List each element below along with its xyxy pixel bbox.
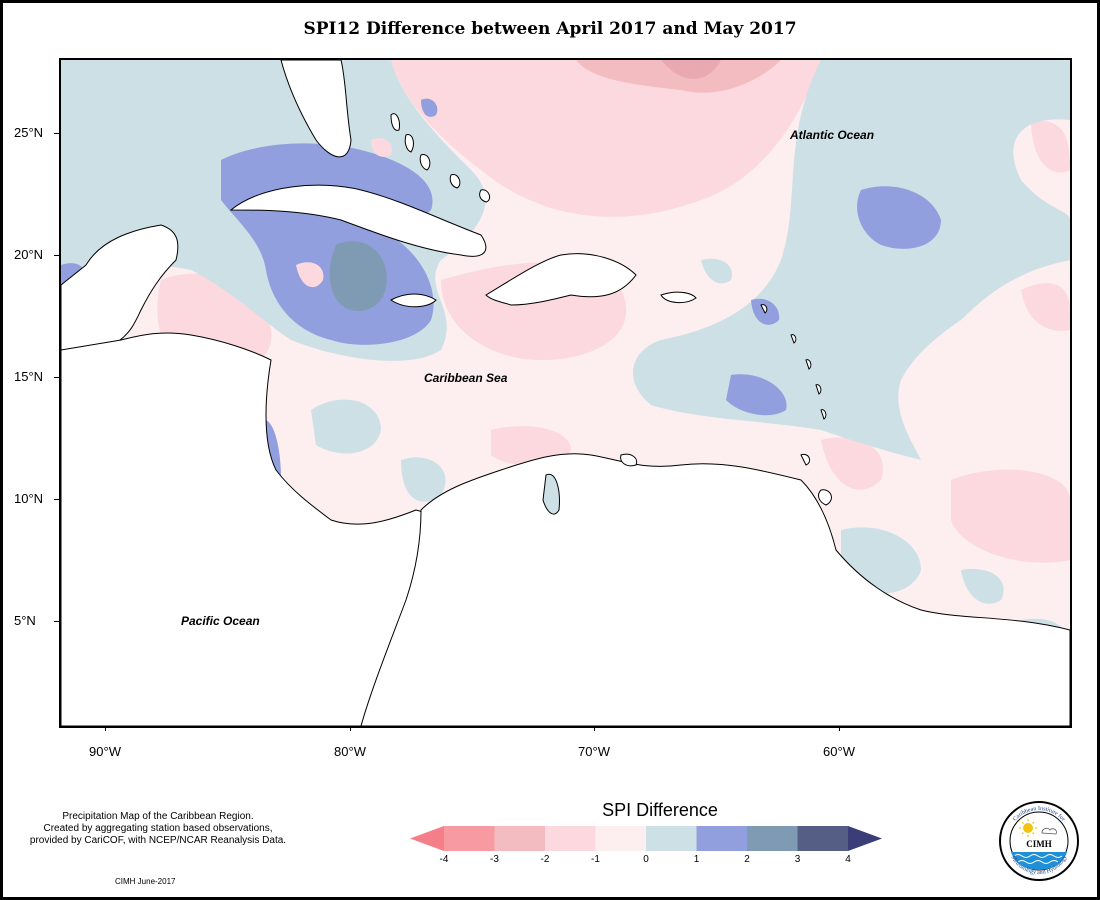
pacific-ocean-label: Pacific Ocean: [181, 614, 260, 628]
atlantic-ocean-label: Atlantic Ocean: [790, 128, 875, 142]
lon-tick-90: [105, 726, 106, 731]
lat-label-10: 10°N: [14, 491, 44, 506]
lat-tick-15: [54, 377, 59, 378]
legend-swatch: [747, 826, 798, 851]
lat-label-20: 20°N: [14, 247, 44, 262]
legend-colorbar: -4 -3 -2 -1 0 1 2 3 4: [410, 826, 882, 865]
lon-tick-70: [594, 726, 595, 731]
florida-land: [280, 60, 352, 158]
credit-text: CIMH June-2017: [115, 877, 176, 886]
caribbean-sea-label: Caribbean Sea: [424, 371, 508, 385]
legend-ticks: -4 -3 -2 -1 0 1 2 3 4: [440, 854, 852, 865]
legend-swatch: [595, 826, 646, 851]
lat-tick-25: [54, 133, 59, 134]
lon-tick-80: [350, 726, 351, 731]
lon-label-60: 60°W: [823, 744, 855, 759]
legend-tick-label: -2: [541, 854, 550, 865]
spi-negative-2-regions: [576, 60, 781, 93]
puerto-rico-land: [660, 291, 697, 303]
lon-label-80: 80°W: [334, 744, 366, 759]
legend-tick-label: -3: [490, 854, 499, 865]
land-masses: [61, 60, 1070, 726]
legend-tick-label: 1: [694, 854, 700, 865]
lon-label-90: 90°W: [89, 744, 121, 759]
legend-tick-label: 4: [845, 854, 851, 865]
legend-tick-label: 0: [643, 854, 649, 865]
legend-swatch: [646, 826, 697, 851]
map-title: SPI12 Difference between April 2017 and …: [303, 19, 797, 39]
legend-swatch: [696, 826, 747, 851]
jamaica-land: [390, 293, 437, 308]
legend-swatch: [545, 826, 596, 851]
lat-label-25: 25°N: [14, 125, 44, 140]
legend-title: SPI Difference: [602, 800, 718, 820]
lon-label-70: 70°W: [578, 744, 610, 759]
legend-arrow-right: [848, 826, 882, 851]
description-line: Precipitation Map of the Caribbean Regio…: [62, 811, 254, 822]
description-line: Created by aggregating station based obs…: [43, 823, 273, 834]
lat-tick-20: [54, 255, 59, 256]
yucatan-land: [61, 224, 179, 361]
hispaniola-land: [485, 253, 637, 306]
spi-inner-pink-regions: [296, 138, 392, 288]
logo-name: CIMH: [1026, 839, 1052, 849]
lat-tick-5: [54, 621, 59, 622]
legend-swatches: [410, 826, 882, 851]
map-area[interactable]: [59, 58, 1072, 728]
legend-swatch: [444, 826, 495, 851]
lat-tick-10: [54, 499, 59, 500]
legend-swatch: [797, 826, 848, 851]
legend-swatch: [494, 826, 545, 851]
legend-tick-label: 3: [795, 854, 801, 865]
cuba-land: [229, 184, 487, 257]
lon-tick-60: [839, 726, 840, 731]
spi-negative-3-regions: [661, 60, 721, 79]
spi-positive-3-regions: [329, 241, 387, 311]
lat-label-15: 15°N: [14, 369, 44, 384]
legend-tick-label: -1: [591, 854, 600, 865]
cimh-logo: CIMH Caribbean Institute for Meteorology…: [999, 801, 1079, 881]
cloud-icon: [1041, 827, 1057, 835]
legend-tick-label: 2: [744, 854, 750, 865]
legend-arrow-left: [410, 826, 444, 851]
lat-label-5: 5°N: [14, 613, 36, 628]
sun-icon: [1023, 823, 1033, 833]
south-america-land: [360, 453, 1070, 726]
legend-tick-label: -4: [440, 854, 449, 865]
map-description: Precipitation Map of the Caribbean Regio…: [8, 811, 308, 847]
spi-map-svg: [61, 60, 1070, 726]
description-line: provided by CariCOF, with NCEP/NCAR Rean…: [29, 835, 287, 846]
